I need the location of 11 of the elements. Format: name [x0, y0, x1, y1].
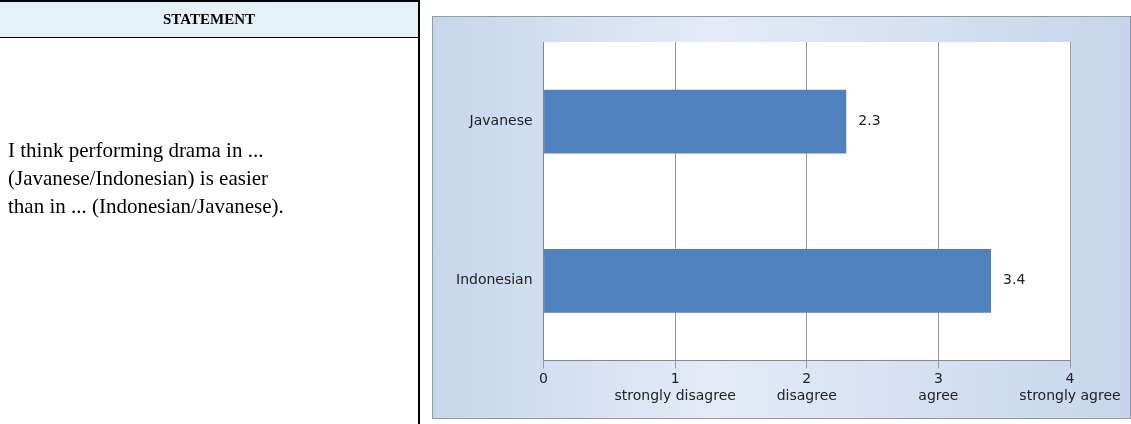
x-tick-label: 4 strongly agree — [1019, 370, 1121, 404]
x-tick-label: 1 strongly disagree — [614, 370, 736, 404]
text: I think performing drama in ... (Javanese/Indonesian) is easier than in ... (Indonesian/Javanese). — [8, 137, 285, 220]
y-tick-label: Indonesian — [456, 271, 533, 288]
x-tick-label: 3 agree — [918, 370, 959, 404]
x-tick-label: 0 — [539, 370, 549, 387]
data-label: 3.4 — [1003, 271, 1026, 288]
data-label: 2.3 — [858, 112, 881, 129]
x-tick-label: 2 disagree — [776, 370, 837, 404]
y-tick-label: Javanese — [468, 112, 533, 129]
text: STATEMENT — [0, 0, 418, 38]
